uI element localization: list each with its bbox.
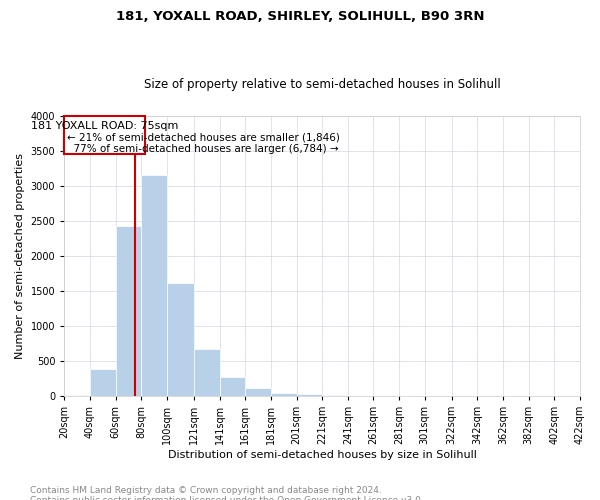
Bar (167, 282, 194, 396)
Text: 181, YOXALL ROAD, SHIRLEY, SOLIHULL, B90 3RN: 181, YOXALL ROAD, SHIRLEY, SOLIHULL, B90… (116, 10, 484, 23)
Bar (141, 176, 167, 396)
Bar (245, 388, 271, 396)
Bar (296, 394, 322, 396)
Text: Contains public sector information licensed under the Open Government Licence v3: Contains public sector information licen… (30, 496, 424, 500)
Bar (64, 394, 90, 396)
Bar (194, 349, 220, 396)
Bar (220, 377, 245, 396)
Text: ← 21% of semi-detached houses are smaller (1,846): ← 21% of semi-detached houses are smalle… (67, 132, 340, 142)
Y-axis label: Number of semi-detached properties: Number of semi-detached properties (15, 153, 25, 359)
X-axis label: Distribution of semi-detached houses by size in Solihull: Distribution of semi-detached houses by … (168, 450, 476, 460)
Bar (271, 392, 296, 396)
FancyBboxPatch shape (64, 116, 145, 154)
Text: Contains HM Land Registry data © Crown copyright and database right 2024.: Contains HM Land Registry data © Crown c… (30, 486, 382, 495)
Text: 181 YOXALL ROAD: 75sqm: 181 YOXALL ROAD: 75sqm (31, 121, 178, 131)
Title: Size of property relative to semi-detached houses in Solihull: Size of property relative to semi-detach… (144, 78, 500, 91)
Text: 77% of semi-detached houses are larger (6,784) →: 77% of semi-detached houses are larger (… (67, 144, 338, 154)
Bar (116, 226, 141, 396)
Bar (90, 368, 116, 396)
